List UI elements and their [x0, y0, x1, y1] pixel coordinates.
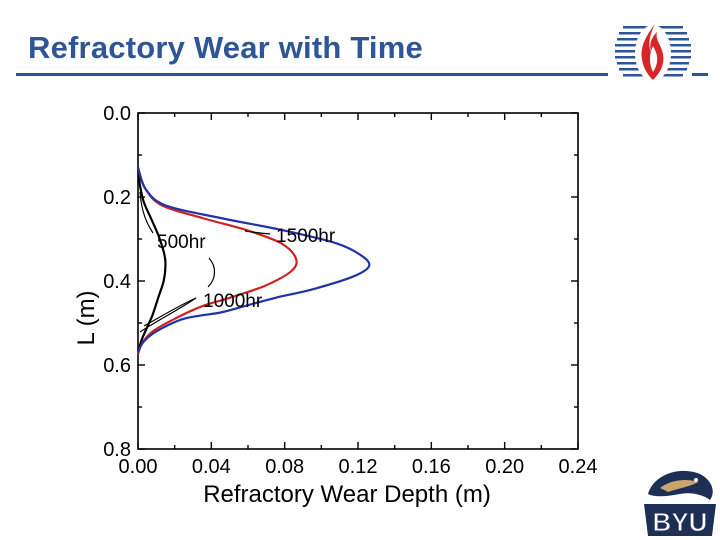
- y-tick-label: 0.4: [103, 271, 131, 293]
- y-tick-label: 0.8: [103, 439, 131, 461]
- annotation-1000hr: 1000hr: [203, 291, 263, 312]
- series-line-1000hr: [136, 167, 298, 355]
- x-tick-label: 0.20: [485, 456, 524, 478]
- y-tick-label: 0.0: [103, 103, 131, 125]
- annotation-1500hr: 1500hr: [276, 226, 336, 247]
- x-tick-label: 0.00: [119, 456, 158, 478]
- x-tick-label: 0.04: [192, 456, 231, 478]
- leader-1000hr-b: [143, 297, 197, 327]
- annotation-500hr: 500hr: [157, 232, 206, 253]
- leader-1000hr-a: [207, 257, 216, 288]
- byu-wordmark: BYU: [653, 507, 708, 537]
- y-axis-title: L (m): [73, 290, 100, 345]
- y-tick-label: 0.2: [103, 187, 131, 209]
- flame-logo-icon: [615, 24, 691, 81]
- slide-title: Refractory Wear with Time: [28, 30, 423, 65]
- title-divider-right: [692, 73, 708, 76]
- series-line-1500hr: [136, 167, 371, 353]
- x-tick-label: 0.08: [265, 456, 304, 478]
- leader-1000hr-c: [139, 297, 197, 333]
- svg-text:L (m): L (m): [73, 290, 100, 345]
- plot-frame: [137, 112, 579, 450]
- x-tick-label: 0.12: [339, 456, 378, 478]
- leader-500hr: [139, 191, 154, 234]
- title-divider: [16, 73, 608, 76]
- byu-cougar-logo-icon: BYU: [644, 470, 716, 538]
- x-axis-title: Refractory Wear Depth (m): [203, 481, 491, 508]
- x-tick-label: 0.16: [412, 456, 451, 478]
- y-tick-label: 0.6: [103, 355, 131, 377]
- x-tick-label: 0.24: [559, 456, 598, 478]
- leader-1500hr: [244, 230, 271, 235]
